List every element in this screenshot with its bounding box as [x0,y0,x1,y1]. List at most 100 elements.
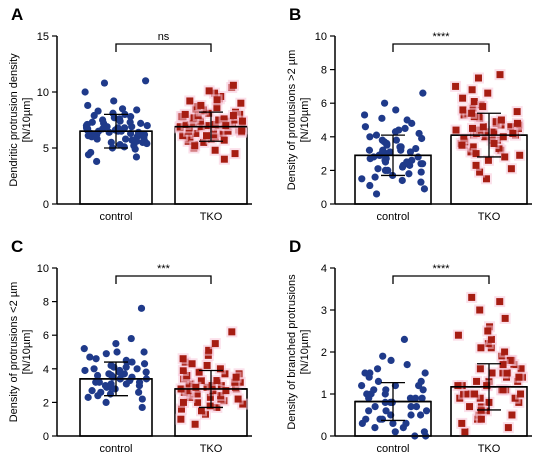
data-point [80,345,88,353]
data-point [179,355,187,363]
data-point [411,394,420,402]
data-point [408,156,416,164]
data-point [203,361,211,369]
data-point [182,120,190,128]
data-point [391,428,399,436]
significance-bracket [392,43,490,52]
data-point [143,122,151,130]
data-point [238,117,246,125]
data-point [107,138,115,146]
data-point [374,377,383,385]
data-point [496,71,504,79]
data-point [406,148,415,156]
panel-letter: D [289,237,301,256]
data-point [499,361,507,369]
data-point [213,96,221,104]
data-point [97,388,105,396]
data-point [407,403,415,411]
data-point [216,365,224,373]
data-point [197,377,205,385]
data-point [90,365,98,373]
data-point [380,99,389,107]
data-point [515,373,523,381]
data-point [222,387,230,395]
data-point [499,386,507,394]
data-point [373,365,382,373]
data-point [121,135,130,143]
data-point [179,398,187,406]
data-point [458,141,466,149]
data-point [405,170,413,178]
data-point [484,327,492,335]
data-point [184,387,192,395]
data-point [397,146,405,154]
data-point [361,123,370,131]
data-point [362,415,370,423]
significance-label: *** [157,263,171,275]
data-point [137,304,146,312]
data-point [381,166,390,174]
data-point [366,369,374,377]
data-point [92,355,100,363]
x-category-label: control [376,211,409,223]
data-point [484,89,492,97]
data-point [127,334,135,343]
y-axis-unit: [N/10µm] [21,98,33,143]
data-point [382,407,390,415]
data-point [128,136,136,144]
data-point [211,340,219,348]
data-point [412,144,420,153]
data-point [372,131,381,139]
data-point [420,428,428,436]
y-tick-label: 6 [321,98,327,110]
data-point [501,153,509,161]
data-point [468,109,476,117]
data-point [200,138,208,146]
y-tick-label: 0 [43,431,49,443]
data-point [186,134,194,142]
data-point [358,382,366,390]
data-point [509,129,517,137]
significance-label: ns [158,31,170,43]
data-point [497,116,505,124]
data-point [128,373,136,381]
data-point [398,176,406,185]
data-point [488,369,496,377]
data-point [192,383,200,391]
data-point [224,127,232,135]
data-point [107,361,115,370]
data-point [454,382,462,390]
data-point [452,126,460,134]
data-point [107,383,115,391]
data-point [517,365,525,373]
data-point [135,378,144,386]
data-point [196,117,204,125]
y-tick-label: 6 [43,330,49,342]
data-point [403,361,411,369]
data-point [142,368,150,376]
chart-panel-b: B Density of protrusions >2 µm [N/10µm] 0 2 4… [286,5,532,223]
y-axis-unit: [N/10µm] [299,330,311,375]
y-axis-label: Density of protrusions >2 µm [286,50,298,191]
data-point [477,407,485,415]
data-point [477,415,485,423]
data-point [459,94,467,102]
data-point [191,420,199,428]
data-point [238,127,246,135]
data-point [206,402,214,410]
data-point [370,386,378,394]
data-point [372,190,381,198]
x-category-label: TKO [200,211,223,223]
data-point [484,156,492,164]
data-point [93,371,102,380]
data-point [197,101,205,109]
data-point [133,106,141,114]
y-tick-label: 1 [321,389,327,401]
data-point [407,411,415,419]
data-point [179,132,187,140]
data-point [392,106,400,114]
data-point [179,366,187,374]
panel-letter: A [11,5,23,24]
data-point [513,119,521,127]
